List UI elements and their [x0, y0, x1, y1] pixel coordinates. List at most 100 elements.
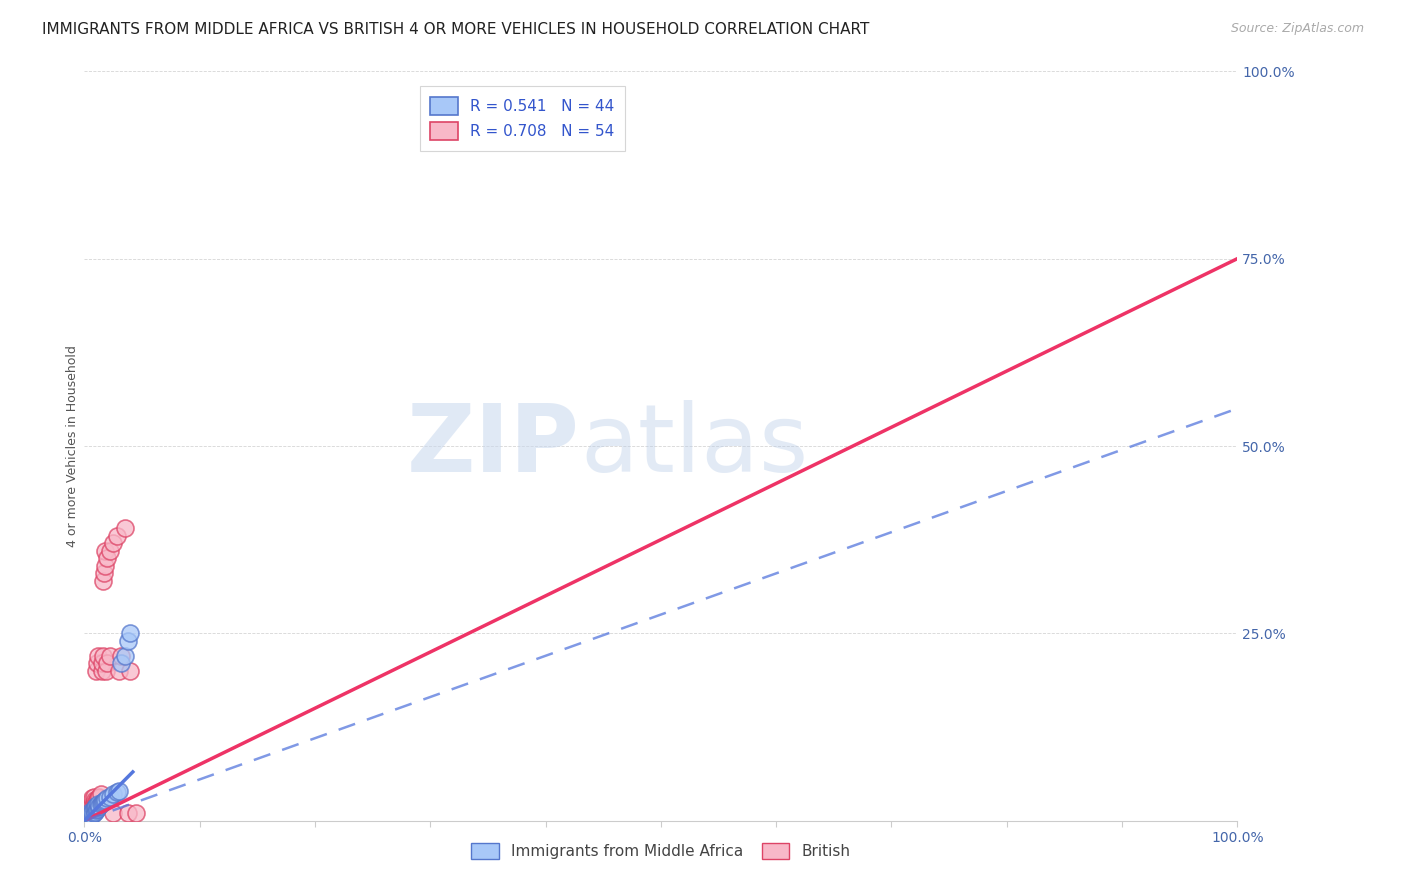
- Text: atlas: atlas: [581, 400, 808, 492]
- Point: [80, 806, 103, 821]
- Point: [108, 783, 131, 797]
- Point: [110, 657, 132, 671]
- Legend: Immigrants from Middle Africa, British: Immigrants from Middle Africa, British: [465, 837, 856, 865]
- Point: [77, 805, 100, 819]
- Point: [84, 798, 107, 813]
- Point: [103, 806, 124, 821]
- Point: [89, 788, 111, 802]
- Point: [84, 664, 107, 678]
- Point: [94, 544, 117, 558]
- Point: [86, 657, 108, 671]
- Point: [77, 811, 100, 825]
- Point: [90, 664, 112, 678]
- Point: [75, 811, 97, 825]
- Point: [76, 806, 98, 821]
- Point: [79, 805, 101, 819]
- Point: [75, 811, 97, 825]
- Point: [110, 648, 132, 663]
- Point: [96, 664, 118, 678]
- Point: [79, 807, 101, 822]
- Point: [84, 803, 107, 817]
- Point: [120, 626, 142, 640]
- Point: [117, 806, 139, 821]
- Point: [87, 648, 110, 663]
- Point: [90, 796, 112, 810]
- Point: [117, 633, 139, 648]
- Point: [93, 566, 115, 581]
- Point: [76, 812, 98, 826]
- Point: [83, 806, 105, 821]
- Point: [83, 805, 105, 819]
- Point: [87, 797, 110, 812]
- Text: Source: ZipAtlas.com: Source: ZipAtlas.com: [1230, 22, 1364, 36]
- Point: [103, 788, 124, 802]
- Point: [86, 802, 108, 816]
- Point: [114, 521, 136, 535]
- Point: [98, 544, 121, 558]
- Point: [83, 795, 105, 809]
- Point: [96, 791, 118, 805]
- Text: ZIP: ZIP: [408, 400, 581, 492]
- Point: [96, 551, 118, 566]
- Point: [114, 648, 136, 663]
- Point: [91, 648, 114, 663]
- Point: [77, 809, 100, 823]
- Point: [76, 811, 98, 825]
- Point: [79, 810, 101, 824]
- Point: [89, 798, 111, 813]
- Point: [75, 812, 97, 826]
- Point: [83, 798, 105, 813]
- Point: [105, 529, 128, 543]
- Point: [76, 810, 98, 824]
- Point: [82, 791, 104, 805]
- Point: [89, 789, 111, 804]
- Point: [76, 808, 98, 822]
- Point: [76, 813, 98, 827]
- Point: [86, 792, 108, 806]
- Point: [77, 807, 100, 822]
- Point: [94, 792, 117, 806]
- Point: [76, 811, 98, 825]
- Point: [120, 664, 142, 678]
- Point: [90, 657, 112, 671]
- Point: [89, 797, 111, 812]
- Point: [93, 794, 115, 808]
- Point: [76, 809, 98, 823]
- Point: [98, 789, 121, 804]
- Point: [79, 805, 101, 819]
- Point: [82, 805, 104, 819]
- Point: [75, 812, 97, 826]
- Point: [84, 795, 107, 809]
- Point: [125, 806, 148, 821]
- Point: [79, 802, 101, 816]
- Point: [79, 798, 101, 813]
- Point: [91, 574, 114, 588]
- Point: [76, 811, 98, 825]
- Point: [80, 808, 103, 822]
- Point: [96, 657, 118, 671]
- Point: [80, 803, 103, 817]
- Point: [82, 807, 104, 822]
- Point: [94, 558, 117, 573]
- Point: [83, 797, 105, 812]
- Point: [87, 800, 110, 814]
- Point: [98, 648, 121, 663]
- Point: [76, 807, 98, 822]
- Point: [76, 809, 98, 823]
- Point: [83, 800, 105, 814]
- Point: [76, 812, 98, 826]
- Point: [83, 789, 105, 804]
- Point: [108, 664, 131, 678]
- Point: [82, 797, 104, 812]
- Point: [77, 806, 100, 821]
- Point: [80, 800, 103, 814]
- Point: [87, 791, 110, 805]
- Point: [91, 795, 114, 809]
- Point: [80, 795, 103, 809]
- Point: [83, 792, 105, 806]
- Point: [83, 802, 105, 816]
- Text: IMMIGRANTS FROM MIDDLE AFRICA VS BRITISH 4 OR MORE VEHICLES IN HOUSEHOLD CORRELA: IMMIGRANTS FROM MIDDLE AFRICA VS BRITISH…: [42, 22, 869, 37]
- Point: [75, 813, 97, 827]
- Point: [105, 785, 128, 799]
- Point: [82, 800, 104, 814]
